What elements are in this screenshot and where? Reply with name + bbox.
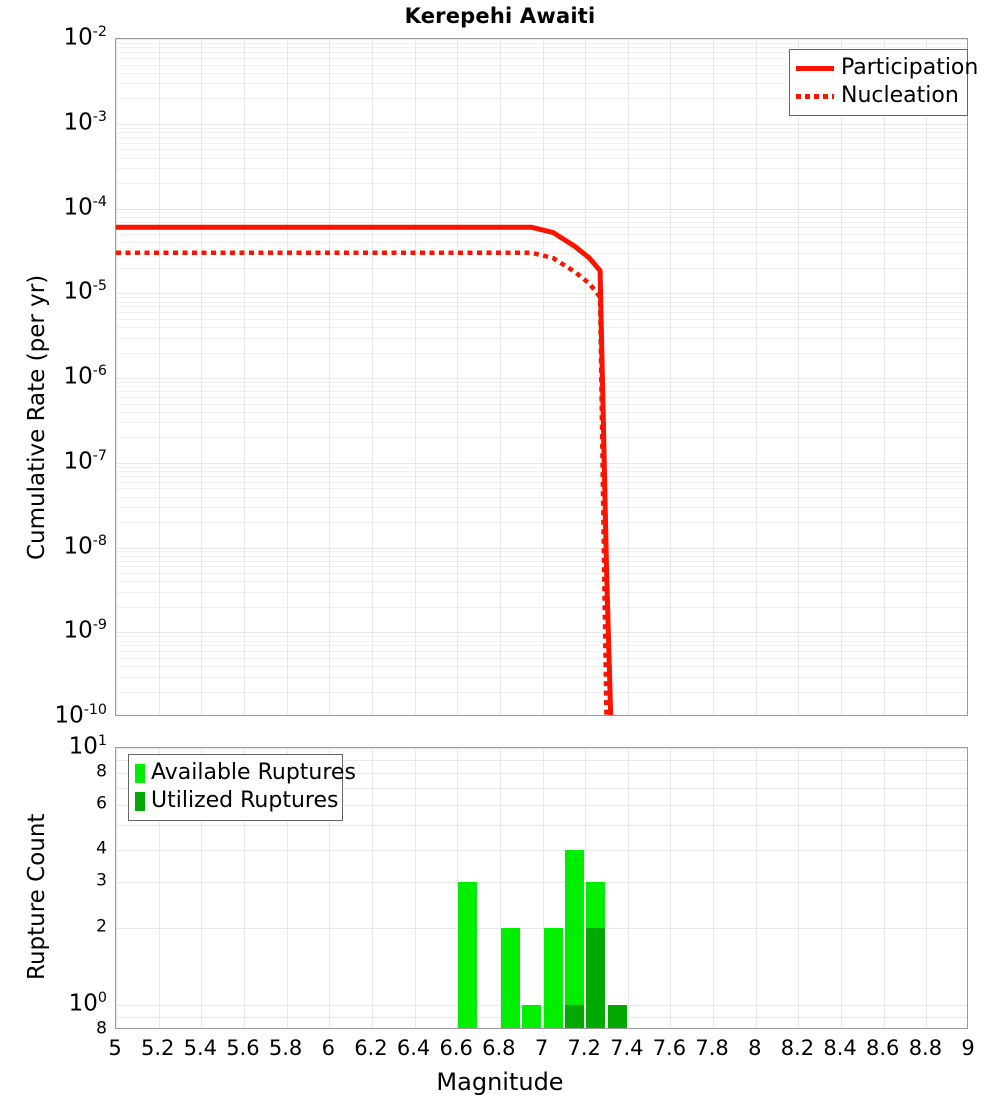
- xtick-label: 6: [321, 1036, 335, 1060]
- legend-label: Participation: [841, 55, 979, 80]
- xtick-label: 8.2: [780, 1036, 815, 1060]
- xtick-label: 7.2: [567, 1036, 601, 1060]
- xtick-label: 7.6: [652, 1036, 687, 1060]
- legend-label: Utilized Ruptures: [151, 788, 339, 813]
- curve-participation: [116, 224, 614, 715]
- legend-item[interactable]: Available Ruptures: [135, 759, 356, 787]
- xtick-label: 7.4: [610, 1036, 644, 1060]
- color-swatch-icon: [135, 791, 145, 811]
- legend-item[interactable]: Participation: [796, 54, 978, 82]
- bar-utilized-ruptures: [586, 927, 606, 1028]
- mfd-legend: Participation Nucleation: [789, 49, 978, 116]
- ytick-label: 8: [96, 1018, 107, 1039]
- solid-line-icon: [796, 65, 834, 71]
- xtick-label: 8: [748, 1036, 762, 1060]
- xtick-label: 9: [961, 1036, 975, 1060]
- ytick-label: 10-9: [63, 617, 108, 644]
- ytick-label: 10-8: [63, 532, 108, 559]
- xtick-label: 6.2: [354, 1036, 388, 1060]
- xtick-label: 5.6: [226, 1036, 260, 1060]
- xtick-label: 6.8: [482, 1036, 516, 1060]
- xtick-label: 5.8: [268, 1036, 303, 1060]
- ytick-label: 6: [96, 793, 107, 814]
- cumulative-rate-axes: [115, 38, 968, 716]
- ytick-label: 10-6: [63, 362, 108, 390]
- ytick-label: 10-5: [63, 278, 108, 305]
- legend-item[interactable]: Nucleation: [796, 82, 960, 110]
- rupture-count-axis-label: Rupture Count: [24, 813, 50, 980]
- ytick-label: 10-4: [63, 193, 108, 220]
- bar-available-ruptures: [543, 927, 563, 1028]
- xtick-label: 5.4: [183, 1036, 217, 1060]
- xtick-label: 8.8: [908, 1036, 943, 1060]
- dotted-line-icon: [796, 93, 834, 99]
- bar-available-ruptures: [500, 927, 521, 1028]
- magnitude-axis-label: Magnitude: [436, 1068, 564, 1096]
- magnitude-tick-labels: 5 5.2 5.4 5.6 5.8 6 6.2 6.4 6.6 6.8 7 7.2 7.4 7.6 7.8 8…: [0, 1036, 1000, 1066]
- color-swatch-icon: [135, 763, 145, 783]
- legend-label: Nucleation: [841, 83, 959, 108]
- bar-available-ruptures: [564, 850, 585, 1028]
- legend-item[interactable]: Utilized Ruptures: [135, 787, 339, 815]
- rupture-legend: Available Ruptures Utilized Ruptures: [128, 754, 356, 821]
- legend-label: Available Ruptures: [151, 760, 356, 785]
- xtick-label: 5: [108, 1036, 122, 1060]
- page-title: Kerepehi Awaiti: [404, 4, 596, 28]
- bar-utilized-ruptures: [607, 1005, 627, 1028]
- rupture-count-ytick-labels: 101 8 6 4 3 2 100 8: [0, 0, 107, 1100]
- mfd-curves: [116, 224, 614, 715]
- xtick-label: 7: [534, 1036, 549, 1060]
- cumulative-rate-ytick-labels: 10-2 10-3 10-4 10-5 10-6 10-7 10-8 10-9 10-10: [0, 0, 107, 1100]
- ytick-label: 4: [96, 838, 107, 859]
- ytick-label: 101: [68, 732, 107, 760]
- xtick-label: 8.4: [823, 1036, 857, 1060]
- ytick-label: 100: [68, 989, 107, 1017]
- curve-nucleation: [116, 250, 609, 715]
- ytick-label: 8: [96, 761, 107, 782]
- bar-utilized-ruptures: [564, 1005, 585, 1028]
- bar-available-ruptures: [458, 882, 478, 1028]
- xtick-label: 6.6: [439, 1036, 473, 1060]
- xtick-label: 8.6: [865, 1036, 900, 1060]
- bar-available-ruptures: [522, 1005, 542, 1028]
- ytick-label: 3: [96, 870, 107, 891]
- ytick-label: 10-10: [54, 701, 107, 729]
- ytick-label: 10-3: [63, 108, 108, 136]
- ytick-label: 10-7: [63, 447, 108, 475]
- xtick-label: 5.2: [140, 1036, 175, 1060]
- ytick-label: 10-2: [63, 23, 108, 51]
- xtick-label: 6.4: [396, 1036, 431, 1060]
- ytick-label: 2: [96, 916, 107, 937]
- rupture-count-bars: [116, 748, 967, 1028]
- xtick-label: 7.8: [695, 1036, 729, 1060]
